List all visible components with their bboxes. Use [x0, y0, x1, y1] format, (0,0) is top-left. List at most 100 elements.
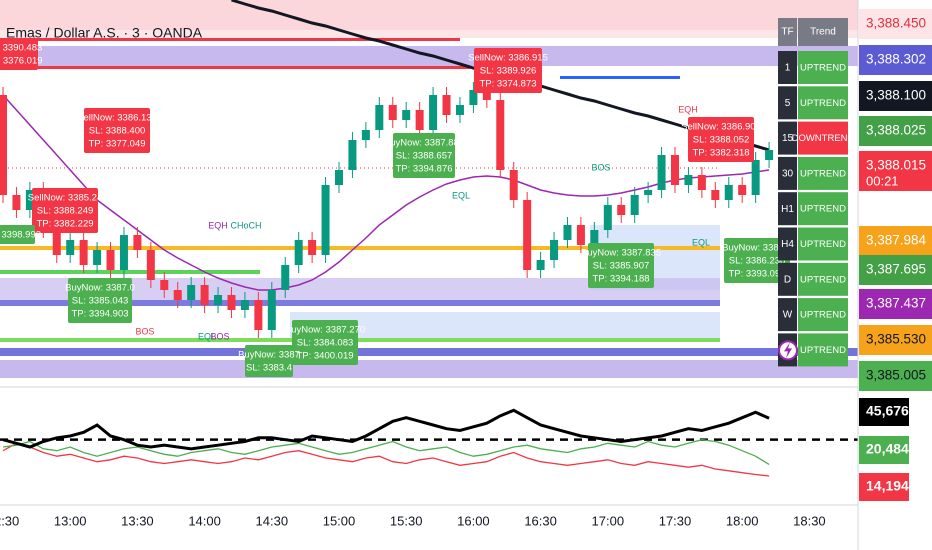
candle-body — [576, 225, 585, 245]
signal-box — [724, 238, 790, 283]
tf-cell — [778, 262, 797, 296]
structure-label: EQL — [452, 190, 470, 200]
candle-body — [469, 90, 478, 105]
candle-body — [227, 295, 236, 310]
candle-body — [254, 300, 263, 330]
candle-body — [442, 95, 451, 115]
trend-cell — [798, 333, 848, 367]
tf-label: H1 — [781, 204, 794, 215]
candle-body — [671, 155, 679, 185]
x-tick-label: 13:00 — [54, 513, 87, 528]
table-header: Trend — [810, 27, 836, 38]
candle-body — [52, 230, 61, 255]
candle-body — [455, 105, 464, 115]
value-label: 45,676 — [866, 403, 909, 419]
signal-text: TP: 3393.097 — [728, 269, 785, 280]
signal-text: SL: 3388.657 — [396, 151, 453, 162]
trend-cell — [798, 192, 848, 226]
price-label-bg — [859, 81, 932, 111]
tf-cell — [778, 51, 797, 84]
candle-body — [738, 185, 747, 195]
level-line — [560, 76, 680, 79]
signal-box — [32, 188, 98, 233]
signal-text: TP: 3398.992 — [0, 230, 41, 241]
price-label: 3,385.005 — [866, 368, 926, 383]
candle-body — [335, 170, 343, 185]
table-header: TF — [781, 27, 793, 38]
price-label: 3,387.437 — [866, 296, 926, 311]
signal-box — [688, 117, 754, 162]
level-line — [0, 66, 470, 69]
candle-body — [751, 160, 760, 195]
candle-body — [590, 230, 599, 245]
signal-text: BuyNow: 3387.885 — [384, 138, 464, 149]
signal-box — [245, 345, 293, 377]
zone — [0, 30, 858, 38]
trend-cell — [798, 51, 848, 84]
candle-body — [79, 240, 88, 265]
candle-body — [281, 265, 290, 290]
candle-body — [550, 240, 559, 260]
x-tick-label: 17:30 — [659, 513, 692, 528]
signal-text: SellNow: 3385.24 — [28, 193, 102, 204]
signal-text: TP: 3382.229 — [36, 219, 93, 230]
candle-body — [482, 90, 491, 100]
trend-cell — [798, 262, 848, 296]
signal-text: BuyNow: 3387.270 — [285, 325, 365, 336]
candle-body — [294, 240, 303, 265]
structure-label: BOS — [591, 162, 610, 172]
structure-label: EQH — [208, 220, 228, 230]
trend-label: UPTREND — [800, 345, 846, 356]
value-label-bg — [859, 473, 909, 501]
tf-cell — [778, 227, 797, 261]
price-label: 3,388.100 — [866, 88, 926, 103]
candle-body — [12, 195, 21, 210]
candle-body — [66, 240, 75, 255]
signal-box — [0, 38, 38, 70]
x-tick-label: 13:30 — [121, 513, 154, 528]
signal-text: SL: 3388.052 — [693, 135, 750, 146]
structure-label: BOS — [135, 326, 154, 336]
signal-text: TP: 3376.019 — [0, 56, 43, 67]
signal-text: SL: 3386.238 — [729, 256, 786, 267]
trend-cell — [798, 156, 848, 190]
zone — [0, 360, 858, 378]
candle-body — [308, 240, 317, 255]
tf-cell — [778, 86, 797, 120]
candle-body — [93, 250, 102, 265]
signal-text: BuyNow: 3387.0 — [65, 283, 135, 294]
signal-box — [84, 108, 150, 153]
x-tick-label: 18:00 — [726, 513, 759, 528]
x-tick-label: 18:30 — [793, 513, 826, 528]
signal-text: TP: 3377.049 — [88, 139, 145, 150]
candle-body — [133, 235, 142, 250]
price-label: 3,388.450 — [866, 16, 926, 31]
value-label-bg — [859, 398, 909, 426]
tf-label: 1 — [785, 63, 791, 74]
signal-box — [474, 48, 542, 93]
tf-label: 15 — [782, 133, 794, 144]
candle-body — [267, 290, 276, 330]
candle-body — [402, 110, 411, 120]
signal-box — [292, 320, 358, 365]
trend-label: UPTREND — [800, 98, 846, 109]
candle-body — [388, 105, 397, 120]
signal-box — [0, 225, 35, 244]
zone — [0, 348, 858, 356]
price-label-bg — [859, 45, 932, 75]
candle-body — [375, 105, 384, 130]
signal-text: TP: 3394.188 — [592, 274, 649, 285]
candle-body — [240, 300, 249, 310]
icon — [784, 342, 792, 359]
signal-box — [393, 133, 455, 178]
trend-cell — [798, 298, 848, 332]
symbol-title: Emas / Dollar A.S. · 3 · OANDA — [6, 25, 203, 41]
structure-label: EQL — [198, 331, 216, 341]
candle-body — [173, 290, 182, 300]
candle-body — [509, 170, 518, 200]
price-label-bg — [859, 226, 932, 256]
x-tick-label: 14:00 — [188, 513, 221, 528]
indicator-line — [2, 408, 770, 451]
